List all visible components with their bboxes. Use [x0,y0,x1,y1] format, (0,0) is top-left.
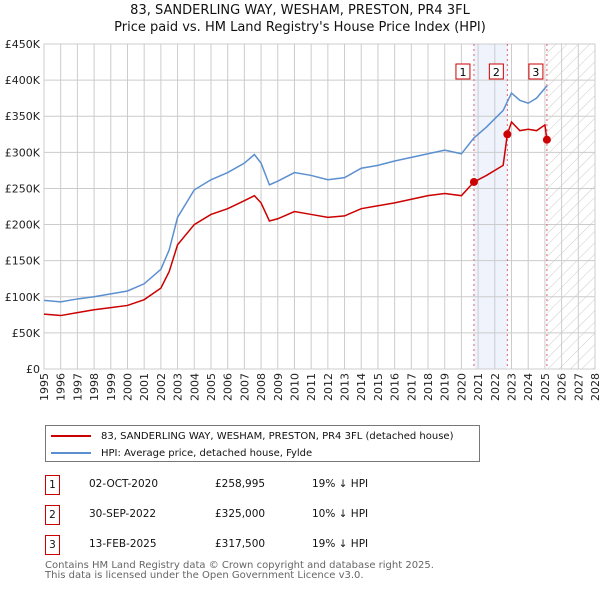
y-tick-label: £200K [5,219,41,232]
x-tick-label: 2015 [372,373,385,401]
sale-hpi-diff: 19% ↓ HPI [312,478,369,490]
x-tick-label: 2016 [389,373,402,401]
x-tick-label: 2023 [506,373,519,401]
y-tick-label: £150K [5,255,41,268]
sale-label: 3 [532,66,539,79]
x-tick-label: 2028 [589,373,600,401]
y-tick-label: £50K [12,327,41,340]
x-tick-label: 2025 [539,373,552,401]
x-tick-label: 2010 [288,373,301,401]
x-tick-label: 1998 [88,373,101,401]
sale-marker-badge: 1 [45,475,60,495]
x-tick-label: 2002 [155,373,168,401]
legend: 83, SANDERLING WAY, WESHAM, PRESTON, PR4… [45,425,480,462]
y-tick-label: £100K [5,291,41,304]
sale-label-box [455,63,471,80]
sale-date: 02-OCT-2020 [89,478,158,490]
y-tick-label: £400K [5,74,41,87]
sale-date: 13-FEB-2025 [89,538,157,550]
x-tick-label: 2009 [272,373,285,401]
legend-swatch [51,452,91,454]
title-line: 83, SANDERLING WAY, WESHAM, PRESTON, PR4… [130,3,470,18]
sale-price: £258,995 [215,478,266,490]
y-tick-label: £250K [5,182,41,195]
sale-point [503,130,512,139]
x-tick-label: 2000 [121,373,134,401]
x-tick-label: 2022 [489,373,502,401]
plot-border [43,43,596,370]
sale-marker-badge: 2 [45,505,60,525]
y-tick-label: £300K [5,146,41,159]
sale-row: 2 30-SEP-2022 £325,000 10% ↓ HPI [45,505,545,525]
sale-price: £317,500 [215,538,266,550]
sale-row: 1 02-OCT-2020 £258,995 19% ↓ HPI [45,475,545,495]
sale-marker-badge: 3 [45,535,60,555]
y-tick-label: £350K [5,110,41,123]
y-tick-label: £450K [5,38,41,51]
x-tick-label: 2024 [522,373,535,401]
chart-title: 83, SANDERLING WAY, WESHAM, PRESTON, PR4… [0,2,600,36]
legend-label: HPI: Average price, detached house, Fyld… [101,447,313,459]
footer: Contains HM Land Registry data © Crown c… [45,561,434,581]
x-tick-label: 2021 [472,373,485,401]
x-tick-label: 2008 [255,373,268,401]
x-tick-label: 1997 [71,373,84,401]
x-tick-label: 2004 [188,373,201,401]
x-tick-label: 2011 [305,373,318,401]
future-hatch [546,44,595,369]
x-tick-label: 2027 [572,373,585,401]
x-tick-label: 2020 [455,373,468,401]
sale-point [542,135,551,144]
sale-hpi-diff: 19% ↓ HPI [312,538,369,550]
x-tick-label: 2026 [556,373,569,401]
x-tick-label: 2018 [422,373,435,401]
x-tick-label: 2012 [322,373,335,401]
y-tick-label: £0 [26,363,40,376]
x-tick-label: 2019 [439,373,452,401]
sale-label: 2 [493,66,500,79]
footer-line: Contains HM Land Registry data © Crown c… [45,560,434,571]
sale-row: 3 13-FEB-2025 £317,500 19% ↓ HPI [45,535,545,555]
x-tick-label: 2013 [339,373,352,401]
hpi-line [43,85,548,303]
x-tick-label: 2001 [138,373,151,401]
sale-price: £325,000 [215,508,266,520]
x-tick-label: 2014 [355,373,368,401]
x-tick-label: 1999 [105,373,118,401]
legend-item-hpi: HPI: Average price, detached house, Fyld… [51,445,312,461]
shaded-period [473,44,508,369]
sale-hpi-diff: 10% ↓ HPI [312,508,369,520]
x-tick-label: 2007 [238,373,251,401]
sale-label: 1 [459,66,466,79]
sale-label-box [528,63,544,80]
sale-point [469,177,478,186]
x-tick-label: 2003 [172,373,185,401]
x-tick-label: 2005 [205,373,218,401]
legend-item-property: 83, SANDERLING WAY, WESHAM, PRESTON, PR4… [51,428,453,444]
sale-label-box [488,63,504,80]
price-chart: 1995 1996 1997 1998 1999 2000 2001 2002 2003 2004… [5,38,600,401]
property-line [43,120,548,317]
footer-line: This data is licensed under the Open Gov… [45,570,364,581]
subtitle-line: Price paid vs. HM Land Registry's House … [114,20,486,35]
x-tick-label: 2017 [405,373,418,401]
x-tick-label: 1995 [38,373,51,401]
legend-swatch [51,435,91,437]
legend-label: 83, SANDERLING WAY, WESHAM, PRESTON, PR4… [101,430,454,442]
x-tick-label: 1996 [55,373,68,401]
x-tick-label: 2006 [222,373,235,401]
sale-date: 30-SEP-2022 [89,508,157,520]
